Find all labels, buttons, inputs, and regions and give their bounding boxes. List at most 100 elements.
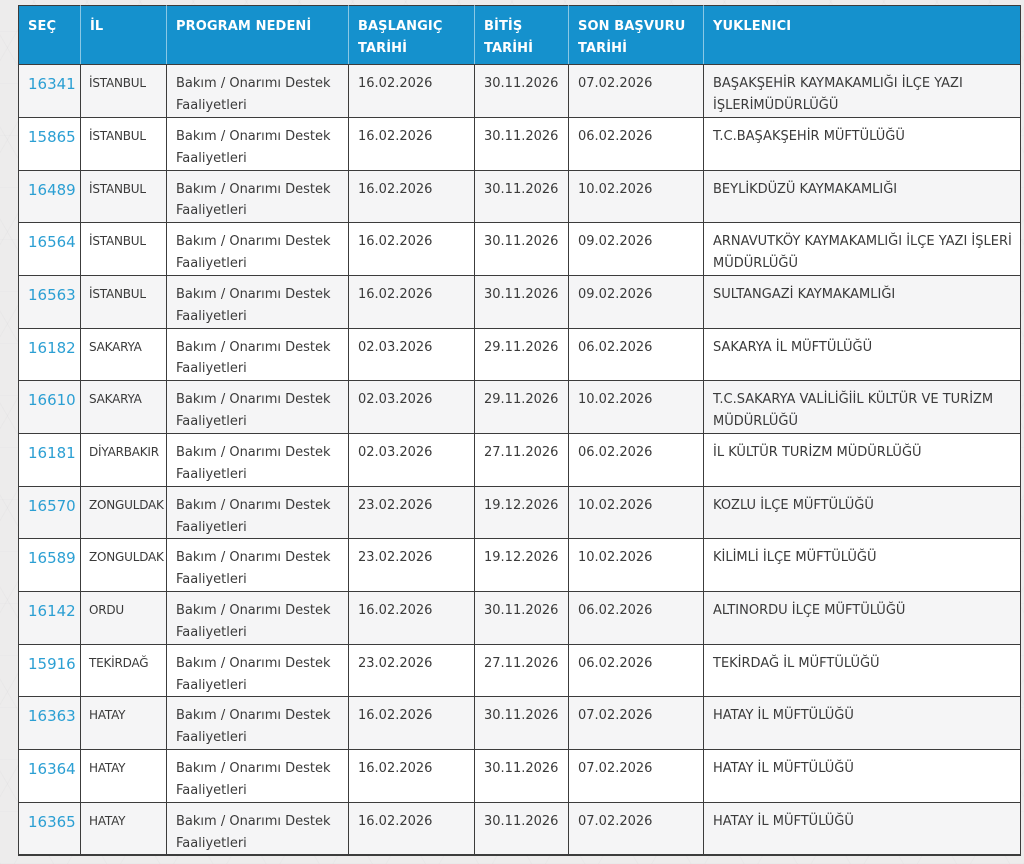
cell-il: HATAY (80, 696, 167, 751)
cell-yuklenici: İL KÜLTÜR TURİZM MÜDÜRLÜĞÜ (703, 433, 1021, 487)
cell-baslangic: 16.02.2026 (348, 274, 475, 329)
cell-bitis: 30.11.2026 (474, 801, 569, 857)
cell-bitis: 30.11.2026 (474, 64, 569, 118)
cell-sec: 16563 (18, 274, 81, 329)
column-header-baslangic: BAŞLANGIÇ TARİHİ (348, 4, 475, 66)
cell-program: Bakım / Onarımı Destek Faaliyetleri (166, 169, 349, 224)
cell-bitis: 30.11.2026 (474, 749, 569, 803)
table-row: 15916 TEKİRDAĞ Bakım / Onarımı Destek Fa… (18, 643, 1021, 698)
table-row: 16182 SAKARYA Bakım / Onarımı Destek Faa… (18, 327, 1021, 382)
row-select-link[interactable]: 15865 (28, 127, 76, 146)
table-row: 16489 İSTANBUL Bakım / Onarımı Destek Fa… (18, 169, 1021, 224)
cell-yuklenici: HATAY İL MÜFTÜLÜĞÜ (703, 801, 1021, 857)
cell-sec: 16570 (18, 485, 81, 540)
cell-son-basvuru: 07.02.2026 (568, 749, 704, 803)
cell-baslangic: 16.02.2026 (348, 591, 475, 645)
cell-baslangic: 16.02.2026 (348, 116, 475, 171)
cell-bitis: 30.11.2026 (474, 222, 569, 276)
cell-bitis: 30.11.2026 (474, 591, 569, 645)
row-select-link[interactable]: 16489 (28, 180, 76, 199)
cell-bitis: 30.11.2026 (474, 116, 569, 171)
cell-sec: 16181 (18, 433, 81, 487)
column-header-il: İL (80, 4, 167, 66)
cell-program: Bakım / Onarımı Destek Faaliyetleri (166, 433, 349, 487)
row-select-link[interactable]: 16182 (28, 338, 76, 357)
cell-program: Bakım / Onarımı Destek Faaliyetleri (166, 274, 349, 329)
cell-son-basvuru: 10.02.2026 (568, 538, 704, 593)
table-row: 15865 İSTANBUL Bakım / Onarımı Destek Fa… (18, 116, 1021, 171)
row-select-link[interactable]: 16341 (28, 75, 76, 94)
cell-son-basvuru: 07.02.2026 (568, 64, 704, 118)
cell-program: Bakım / Onarımı Destek Faaliyetleri (166, 538, 349, 593)
cell-baslangic: 23.02.2026 (348, 643, 475, 698)
cell-son-basvuru: 06.02.2026 (568, 116, 704, 171)
cell-il: HATAY (80, 801, 167, 857)
cell-yuklenici: T.C.BAŞAKŞEHİR MÜFTÜLÜĞÜ (703, 116, 1021, 171)
cell-baslangic: 16.02.2026 (348, 801, 475, 857)
cell-sec: 16363 (18, 696, 81, 751)
cell-baslangic: 02.03.2026 (348, 327, 475, 382)
table-row: 16341 İSTANBUL Bakım / Onarımı Destek Fa… (18, 64, 1021, 118)
row-select-link[interactable]: 16142 (28, 602, 76, 621)
row-select-link[interactable]: 16363 (28, 707, 76, 726)
cell-yuklenici: KİLİMLİ İLÇE MÜFTÜLÜĞÜ (703, 538, 1021, 593)
cell-sec: 16142 (18, 591, 81, 645)
cell-son-basvuru: 06.02.2026 (568, 591, 704, 645)
table-row: 16363 HATAY Bakım / Onarımı Destek Faali… (18, 696, 1021, 751)
cell-son-basvuru: 06.02.2026 (568, 433, 704, 487)
cell-son-basvuru: 09.02.2026 (568, 274, 704, 329)
cell-son-basvuru: 06.02.2026 (568, 643, 704, 698)
cell-il: SAKARYA (80, 380, 167, 434)
cell-son-basvuru: 10.02.2026 (568, 485, 704, 540)
row-select-link[interactable]: 16365 (28, 812, 76, 831)
cell-bitis: 27.11.2026 (474, 433, 569, 487)
cell-program: Bakım / Onarımı Destek Faaliyetleri (166, 116, 349, 171)
cell-bitis: 19.12.2026 (474, 485, 569, 540)
cell-il: İSTANBUL (80, 274, 167, 329)
cell-program: Bakım / Onarımı Destek Faaliyetleri (166, 643, 349, 698)
cell-yuklenici: HATAY İL MÜFTÜLÜĞÜ (703, 696, 1021, 751)
cell-bitis: 29.11.2026 (474, 327, 569, 382)
cell-baslangic: 16.02.2026 (348, 169, 475, 224)
cell-il: SAKARYA (80, 327, 167, 382)
row-select-link[interactable]: 16181 (28, 444, 76, 462)
cell-program: Bakım / Onarımı Destek Faaliyetleri (166, 222, 349, 276)
cell-sec: 16364 (18, 749, 81, 803)
cell-bitis: 29.11.2026 (474, 380, 569, 434)
row-select-link[interactable]: 16570 (28, 496, 76, 515)
cell-baslangic: 16.02.2026 (348, 749, 475, 803)
table-row: 16364 HATAY Bakım / Onarımı Destek Faali… (18, 749, 1021, 803)
table-body: 16341 İSTANBUL Bakım / Onarımı Destek Fa… (18, 64, 1021, 857)
row-select-link[interactable]: 16364 (28, 760, 76, 779)
column-header-yuklenici: YUKLENICI (703, 4, 1021, 66)
cell-sec: 16182 (18, 327, 81, 382)
cell-son-basvuru: 07.02.2026 (568, 801, 704, 857)
cell-yuklenici: TEKİRDAĞ İL MÜFTÜLÜĞÜ (703, 643, 1021, 698)
cell-yuklenici: ARNAVUTKÖY KAYMAKAMLIĞI İLÇE YAZI İŞLERİ… (703, 222, 1021, 276)
cell-program: Bakım / Onarımı Destek Faaliyetleri (166, 327, 349, 382)
row-select-link[interactable]: 15916 (28, 654, 76, 673)
table-row: 16564 İSTANBUL Bakım / Onarımı Destek Fa… (18, 222, 1021, 276)
cell-yuklenici: BAŞAKŞEHİR KAYMAKAMLIĞI İLÇE YAZI İŞLERİ… (703, 64, 1021, 118)
cell-yuklenici: BEYLİKDÜZÜ KAYMAKAMLIĞI (703, 169, 1021, 224)
cell-baslangic: 16.02.2026 (348, 696, 475, 751)
row-select-link[interactable]: 16589 (28, 549, 76, 568)
cell-son-basvuru: 10.02.2026 (568, 380, 704, 434)
cell-sec: 15865 (18, 116, 81, 171)
row-select-link[interactable]: 16610 (28, 391, 76, 410)
cell-yuklenici: T.C.SAKARYA VALİLİĞİİL KÜLTÜR VE TURİZM … (703, 380, 1021, 434)
cell-sec: 16610 (18, 380, 81, 434)
column-header-program: PROGRAM NEDENİ (166, 4, 349, 66)
table-row: 16563 İSTANBUL Bakım / Onarımı Destek Fa… (18, 274, 1021, 329)
row-select-link[interactable]: 16563 (28, 285, 76, 304)
cell-program: Bakım / Onarımı Destek Faaliyetleri (166, 64, 349, 118)
cell-sec: 16489 (18, 169, 81, 224)
cell-bitis: 27.11.2026 (474, 643, 569, 698)
row-select-link[interactable]: 16564 (28, 233, 76, 252)
cell-program: Bakım / Onarımı Destek Faaliyetleri (166, 591, 349, 645)
cell-bitis: 30.11.2026 (474, 169, 569, 224)
cell-son-basvuru: 07.02.2026 (568, 696, 704, 751)
table-row: 16181 DİYARBAKIR Bakım / Onarımı Destek … (18, 433, 1021, 487)
cell-yuklenici: SULTANGAZİ KAYMAKAMLIĞI (703, 274, 1021, 329)
column-header-bitis: BİTİŞ TARİHİ (474, 4, 569, 66)
